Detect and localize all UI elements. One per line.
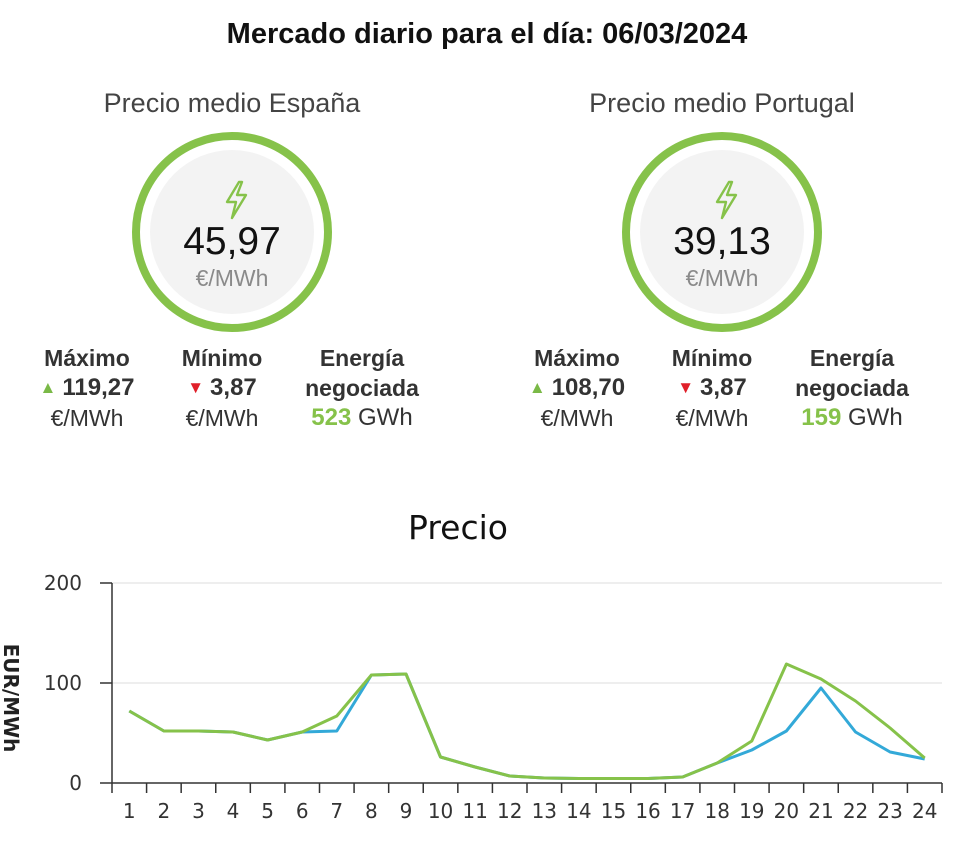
average-price: 39,13 — [673, 220, 771, 263]
stat-min: Mínimo ▼ 3,87 €/MWh — [647, 343, 777, 433]
x-tick-label: 16 — [635, 799, 660, 823]
x-tick-label: 5 — [261, 799, 274, 823]
price-ring-inner: 39,13 €/MWh — [640, 150, 804, 314]
triangle-up-icon: ▲ — [528, 378, 546, 397]
y-tick-label: 200 — [44, 571, 82, 595]
max-value: 108,70 — [551, 374, 626, 401]
max-label: Máximo — [534, 345, 620, 371]
series-line-2 — [128, 662, 926, 780]
x-tick-label: 1 — [123, 799, 136, 823]
energy-unit: GWh — [358, 404, 413, 431]
min-unit: €/MWh — [185, 405, 259, 431]
x-tick-label: 18 — [704, 799, 729, 823]
energy-label-line2: negociada — [305, 375, 419, 401]
energy-value: 523 — [311, 404, 352, 431]
y-tick-label: 100 — [44, 671, 82, 695]
max-label: Máximo — [44, 345, 130, 371]
x-tick-label: 17 — [670, 799, 695, 823]
min-value: 3,87 — [210, 374, 257, 401]
x-tick-label: 19 — [739, 799, 764, 823]
y-tick-label: 0 — [69, 771, 82, 795]
x-tick-label: 22 — [843, 799, 868, 823]
price-ring-inner: 45,97 €/MWh — [150, 150, 314, 314]
energy-value: 159 — [801, 404, 842, 431]
stat-energy: Energía negociada 523 GWh — [292, 343, 432, 433]
min-label: Mínimo — [671, 345, 753, 371]
price-unit: €/MWh — [685, 265, 759, 291]
stat-max: Máximo ▲ 108,70 €/MWh — [512, 343, 642, 433]
min-label: Mínimo — [181, 345, 263, 371]
x-tick-label: 23 — [877, 799, 902, 823]
x-tick-label: 3 — [192, 799, 205, 823]
stat-max: Máximo ▲ 119,27 €/MWh — [22, 343, 152, 433]
price-ring: 45,97 €/MWh — [132, 132, 332, 332]
price-unit: €/MWh — [195, 265, 269, 291]
max-unit: €/MWh — [540, 405, 614, 431]
energy-label-line2: negociada — [795, 375, 909, 401]
max-value: 119,27 — [62, 374, 135, 401]
x-tick-label: 24 — [912, 799, 937, 823]
x-tick-label: 4 — [227, 799, 240, 823]
min-value: 3,87 — [700, 374, 747, 401]
x-tick-label: 10 — [428, 799, 453, 823]
x-tick-label: 12 — [497, 799, 522, 823]
x-tick-label: 20 — [774, 799, 799, 823]
energy-unit: GWh — [848, 404, 903, 431]
x-tick-label: 6 — [296, 799, 309, 823]
panel-heading: Precio medio Portugal — [589, 88, 855, 118]
x-tick-label: 9 — [400, 799, 413, 823]
series-line-1 — [128, 672, 925, 780]
average-price: 45,97 — [183, 220, 281, 263]
page-title: Mercado diario para el día: 06/03/2024 — [226, 18, 748, 50]
triangle-up-icon: ▲ — [39, 378, 57, 397]
lightning-bolt-icon — [715, 180, 738, 220]
energy-label-line1: Energía — [809, 345, 895, 371]
stat-min: Mínimo ▼ 3,87 €/MWh — [157, 343, 287, 433]
x-tick-label: 15 — [601, 799, 626, 823]
max-unit: €/MWh — [50, 405, 124, 431]
x-tick-label: 7 — [330, 799, 343, 823]
triangle-down-icon: ▼ — [187, 378, 205, 397]
y-axis-label: EUR/MWh — [0, 644, 23, 753]
chart-title: Precio — [408, 508, 508, 547]
panel-heading: Precio medio España — [103, 88, 361, 118]
energy-label-line1: Energía — [319, 345, 405, 371]
x-tick-label: 2 — [158, 799, 171, 823]
triangle-down-icon: ▼ — [677, 378, 695, 397]
x-tick-label: 8 — [365, 799, 378, 823]
lightning-bolt-icon — [225, 180, 248, 220]
x-tick-label: 11 — [462, 799, 487, 823]
min-unit: €/MWh — [675, 405, 749, 431]
price-ring: 39,13 €/MWh — [622, 132, 822, 332]
x-tick-label: 13 — [532, 799, 557, 823]
stat-energy: Energía negociada 159 GWh — [782, 343, 922, 433]
x-tick-label: 14 — [566, 799, 591, 823]
x-tick-label: 21 — [808, 799, 833, 823]
